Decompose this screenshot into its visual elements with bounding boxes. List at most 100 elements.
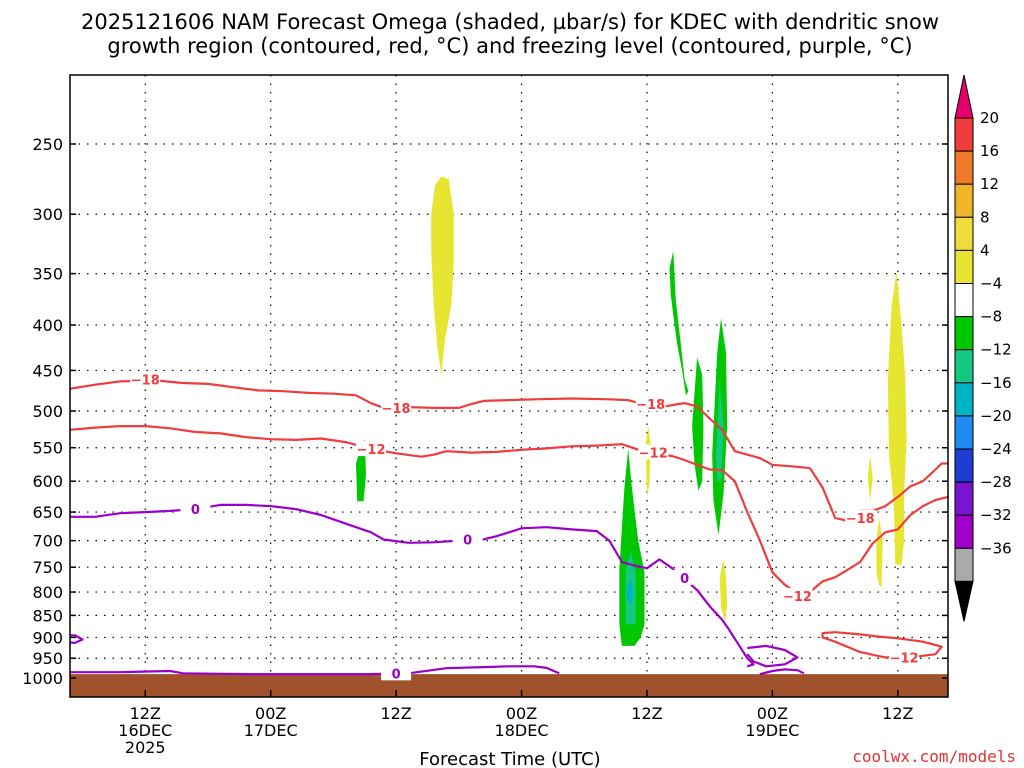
- colorbar-label-8: −16: [980, 374, 1012, 392]
- omega-blue-core-main: [626, 578, 634, 604]
- colorbar-swatch-10: [954, 415, 974, 450]
- terrain-fill: [70, 674, 948, 697]
- gridlines: [70, 75, 948, 697]
- y-tick-label-600: 600: [32, 472, 63, 491]
- freezing-level-surface-label-0: 0: [392, 667, 401, 682]
- minus18-contour-label-1: −18: [382, 402, 411, 417]
- freezing-level-surface: [70, 665, 560, 676]
- colorbar-swatch-12: [954, 481, 974, 516]
- omega-green-lobe-b: [669, 250, 689, 396]
- freezing-level-contour: [70, 503, 755, 668]
- x-tick-label-62: 00Z: [757, 704, 788, 723]
- minus12-contour-label-bg-2: [782, 587, 813, 603]
- colorbar-swatch-4: [954, 216, 974, 251]
- colorbar-swatch-11: [954, 448, 974, 483]
- freezing-level-contour-label-0: 0: [191, 503, 200, 518]
- minus12-contour-label-0: −12: [357, 443, 386, 458]
- colorbar-label-7: −12: [980, 341, 1012, 359]
- colorbar-swatch-1: [954, 117, 974, 152]
- x-tick-label-52: 12Z: [631, 704, 662, 723]
- minus12-closed-contour: [821, 631, 943, 659]
- minus18-contour-label-2: −18: [636, 398, 665, 413]
- y-tick-label-1000: 1000: [22, 669, 63, 688]
- y-tick-label-450: 450: [32, 361, 63, 380]
- colorbar-swatch-2: [954, 150, 974, 185]
- x-tick-date-42: 18DEC: [495, 721, 549, 740]
- contour-labels: −18 −18 −18 −18 −12 −12 −12 −12 0 0 0 0: [130, 371, 920, 682]
- y-tick-label-400: 400: [32, 316, 63, 335]
- terrain: [70, 674, 948, 697]
- colorbar-label-6: −8: [980, 308, 1002, 326]
- x-axis-label: Forecast Time (UTC): [419, 749, 600, 768]
- x-tick-year-12: 2025: [125, 738, 166, 757]
- minus12-contour-label-bg-0: [356, 441, 387, 457]
- colorbar-swatch-8: [954, 349, 974, 384]
- minus12-contour-label-1: −12: [639, 447, 668, 462]
- colorbar-swatch-7: [954, 316, 974, 351]
- x-tick-label-22: 00Z: [255, 704, 286, 723]
- colorbar-label-9: −20: [980, 407, 1012, 425]
- omega-green-lobe-c: [692, 357, 704, 491]
- chart-title-line-2: growth region (contoured, red, °C) and f…: [107, 34, 912, 58]
- freezing-level-surface-right: [759, 668, 805, 676]
- y-tick-label-250: 250: [32, 135, 63, 154]
- y-tick-label-650: 650: [32, 503, 63, 522]
- colorbar: 20 16 12 8 4 −4 −8 −12 −16 −20 −24 −28 −32 −36: [954, 74, 1012, 622]
- freezing-level-contour-label-1: 0: [463, 534, 472, 549]
- colorbar-label-13: −36: [980, 539, 1012, 557]
- colorbar-swatch-6: [954, 283, 974, 318]
- colorbar-label-5: −4: [980, 275, 1002, 293]
- colorbar-label-3: 8: [980, 208, 990, 226]
- minus18-contour-label-bg-0: [130, 371, 161, 387]
- freezing-level-contour-label-bg-1: [452, 531, 483, 547]
- colorbar-label-2: 12: [980, 175, 999, 193]
- y-tick-label-550: 550: [32, 439, 63, 458]
- y-axis: 250 300 350 400 450 500 550 600 650 700 750 800 850 9…: [22, 135, 948, 688]
- minus18-contour-label-0: −18: [131, 374, 160, 389]
- colorbar-label-11: −28: [980, 473, 1012, 491]
- omega-yellow-lobe-e: [719, 559, 728, 623]
- omega-teal-core-d: [716, 378, 724, 482]
- freezing-level-contour-label-2: 0: [680, 572, 689, 587]
- omega-shading: [356, 176, 907, 646]
- y-tick-label-750: 750: [32, 558, 63, 577]
- colorbar-swatch-3: [954, 183, 974, 218]
- minus18-contour-label-3: −18: [846, 512, 875, 527]
- minus12-contour-label-bg-1: [638, 444, 669, 460]
- colorbar-label-12: −32: [980, 506, 1012, 524]
- freezing-level-contour-label-bg-2: [669, 569, 700, 585]
- colorbar-bottom-arrow: [954, 580, 974, 622]
- x-tick-label-42: 00Z: [506, 704, 537, 723]
- y-tick-label-900: 900: [32, 628, 63, 647]
- omega-yellow-sliver-f: [867, 454, 873, 502]
- colorbar-label-1: 16: [980, 142, 999, 160]
- x-tick-label-12: 12Z: [130, 704, 161, 723]
- x-tick-date-62: 19DEC: [745, 721, 799, 740]
- y-tick-label-850: 850: [32, 606, 63, 625]
- x-tick-label-72: 12Z: [882, 704, 913, 723]
- omega-yellow-lobe-h: [887, 271, 907, 565]
- colorbar-swatch-9: [954, 382, 974, 417]
- y-tick-label-800: 800: [32, 583, 63, 602]
- y-tick-label-350: 350: [32, 265, 63, 284]
- freezing-level-closed-left: [70, 634, 84, 645]
- minus12-contour-label-2: −12: [783, 590, 812, 605]
- minus18-contour-label-bg-3: [845, 509, 876, 525]
- x-tick-label-32: 12Z: [380, 704, 411, 723]
- x-tick-date-12: 16DEC: [118, 721, 172, 740]
- colorbar-label-10: −24: [980, 440, 1012, 458]
- minus18-contour-label-bg-1: [381, 399, 412, 415]
- freezing-level-surface-label-bg-0: [381, 665, 412, 681]
- omega-upper-ascent-yellow: [431, 176, 454, 375]
- colorbar-label-4: 4: [980, 241, 990, 259]
- colorbar-swatch-13: [954, 514, 974, 549]
- y-tick-label-500: 500: [32, 402, 63, 421]
- minus12-closed-contour-label-0: −12: [890, 651, 919, 666]
- chart-title-line-1: 2025121606 NAM Forecast Omega (shaded, µ…: [81, 10, 939, 34]
- y-tick-label-300: 300: [32, 205, 63, 224]
- colorbar-label-0: 20: [980, 109, 999, 127]
- x-tick-date-22: 17DEC: [244, 721, 298, 740]
